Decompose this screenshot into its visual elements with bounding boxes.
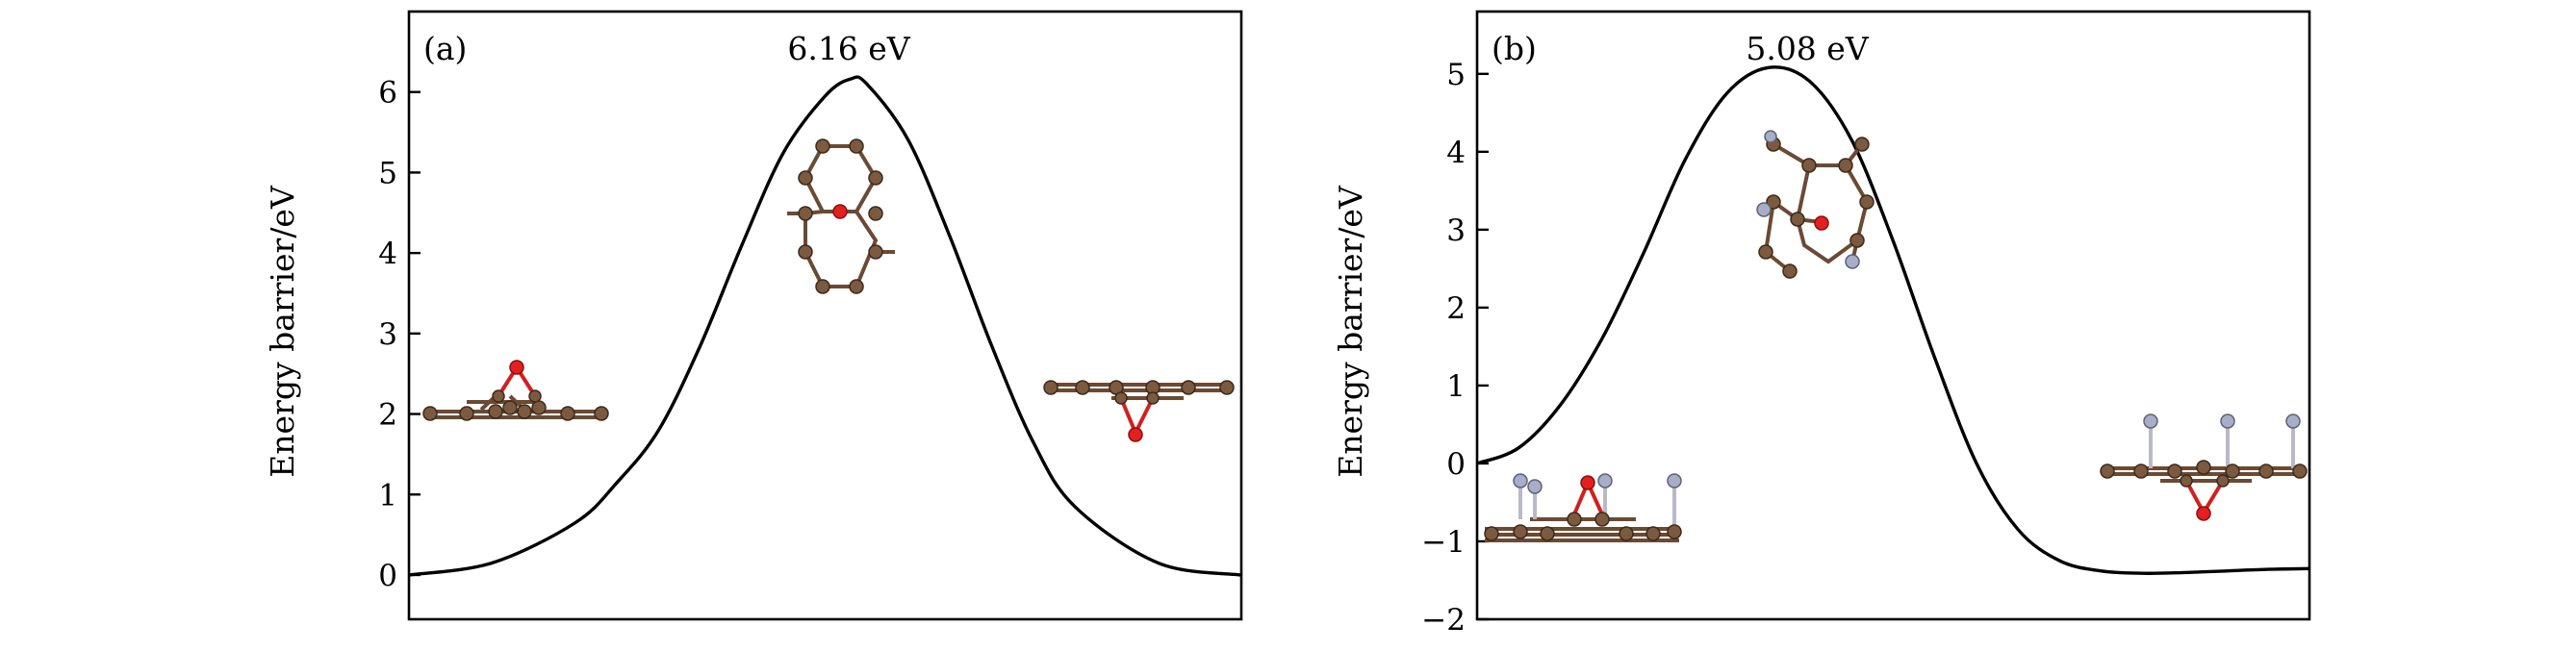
ytick-label-b: 4: [1446, 136, 1466, 170]
molecule-middle-structure-b: [1756, 130, 1875, 279]
ytick-label-b: 3: [1446, 213, 1466, 248]
ytick-label-a: 3: [378, 317, 397, 352]
ytick-label-a: 6: [378, 76, 397, 111]
ylabel-a: Energy barrier/eV: [264, 185, 301, 478]
panel-b: Energy barrier/eV −2 −1 0 1 2 3 4 5: [1332, 10, 2311, 638]
ytick-label-a: 2: [378, 398, 397, 433]
ytick-label-b: 2: [1446, 291, 1466, 326]
molecule-left-structure-a: [422, 360, 609, 421]
molecule-middle-structure-a: [787, 138, 895, 294]
ytick-label-b: 5: [1446, 58, 1466, 92]
panel-label-a: (a): [423, 30, 467, 67]
ytick-label-a: 4: [378, 237, 397, 271]
molecule-left-structure-b: [1484, 473, 1682, 542]
ytick-label-b: −1: [1421, 525, 1466, 560]
ylabel-b: Energy barrier/eV: [1332, 185, 1369, 478]
plot-frame-a: [407, 10, 1243, 621]
panel-a: Energy barrier/eV 0 1 2 3 4 5 6: [264, 10, 1243, 621]
energy-curve-b: [1476, 65, 2310, 575]
ytick-label-a: 0: [378, 559, 397, 593]
ytick-label-a: 1: [378, 478, 397, 513]
ytick-label-b: 0: [1446, 447, 1466, 482]
plot-frame-b: [1475, 10, 2311, 621]
panel-label-b: (b): [1492, 30, 1537, 67]
energy-curve-a: [408, 75, 1242, 577]
peak-label-a: 6.16 eV: [787, 30, 910, 67]
yticks-a: 0 1 2 3 4 5 6: [378, 76, 421, 593]
molecule-right-structure-a: [1043, 380, 1235, 442]
yticks-b: −2 −1 0 1 2 3 4 5: [1421, 58, 1489, 638]
molecule-right-structure-b: [2100, 413, 2308, 521]
ytick-label-a: 5: [378, 156, 397, 190]
ytick-label-b: 1: [1446, 369, 1466, 404]
ytick-label-b: −2: [1421, 603, 1466, 638]
peak-label-b: 5.08 eV: [1746, 30, 1869, 67]
